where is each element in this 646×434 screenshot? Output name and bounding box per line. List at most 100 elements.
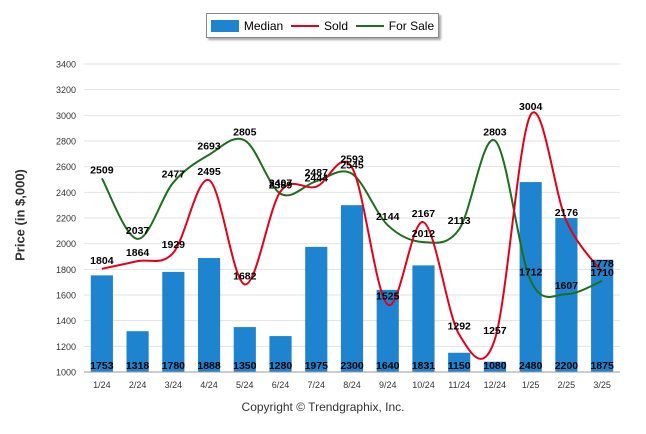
x-tick-label: 6/24: [272, 380, 290, 390]
median-bar: [483, 361, 507, 372]
x-tick-label: 1/24: [93, 380, 111, 390]
sold-value-label: 3004: [519, 101, 543, 113]
median-value-label: 2200: [555, 360, 579, 372]
x-tick-label: 3/24: [165, 380, 183, 390]
y-tick-label: 2400: [56, 188, 76, 198]
for-sale-value-label: 2113: [448, 215, 471, 227]
legend-label-for-sale: For Sale: [388, 18, 435, 33]
y-tick-label: 1200: [56, 342, 76, 352]
for-sale-value-label: 1607: [555, 280, 579, 292]
trend-lines: [100, 111, 603, 360]
for-sale-value-label: 2037: [126, 225, 150, 237]
y-tick-label: 3400: [56, 60, 76, 70]
legend-label-sold: Sold: [323, 18, 349, 33]
x-tick-label: 8/24: [343, 380, 361, 390]
sold-value-label: 1257: [483, 325, 507, 337]
sold-value-label: 2444: [305, 173, 329, 185]
median-bar: [519, 182, 542, 372]
median-value-label: 2480: [519, 360, 543, 372]
x-tick-label: 9/24: [379, 380, 397, 390]
median-value-label: 1780: [162, 360, 186, 372]
x-tick-label: 7/24: [308, 380, 326, 390]
x-tick-label: 1/25: [522, 380, 540, 390]
median-bar: [340, 205, 364, 372]
median-swatch: [210, 19, 239, 32]
copyright: Copyright © Trendgraphix, Inc.: [241, 400, 405, 414]
y-tick-label: 1800: [56, 265, 76, 275]
sold-value-label: 2176: [555, 207, 579, 219]
median-value-label: 2300: [340, 360, 364, 372]
median-bar: [269, 336, 292, 372]
median-value-label: 1975: [305, 360, 329, 372]
for-sale-value-label: 2012: [412, 228, 436, 240]
median-value-label: 1318: [126, 360, 150, 372]
median-value-label: 1640: [376, 360, 400, 372]
legend-item-sold[interactable]: Sold: [290, 18, 349, 33]
y-tick-label: 1000: [56, 368, 76, 378]
for-sale-value-label: 2389: [269, 180, 293, 192]
x-tick-label: 4/24: [200, 380, 218, 390]
median-bar: [591, 259, 614, 372]
median-bar: [412, 265, 435, 372]
y-tick-label: 2800: [56, 137, 76, 147]
legend-item-for-sale[interactable]: For Sale: [355, 18, 435, 33]
legend: Median Sold For Sale: [206, 13, 439, 38]
y-tick-label: 2000: [56, 239, 76, 249]
y-tick-label: 2600: [56, 162, 76, 172]
for-sale-value-label: 2477: [162, 168, 186, 180]
median-bar: [197, 258, 221, 372]
sold-value-label: 2495: [197, 166, 221, 178]
y-tick-label: 1400: [56, 316, 76, 326]
y-tick-label: 2200: [56, 214, 76, 224]
sold-value-label: 1864: [126, 247, 150, 259]
median-value-label: 1280: [269, 360, 293, 372]
for-sale-value-label: 2144: [376, 211, 400, 223]
for-sale-value-label: 2545: [340, 160, 364, 172]
x-tick-label: 2/25: [558, 380, 576, 390]
x-tick-label: 10/24: [412, 380, 435, 390]
x-tick-label: 3/25: [593, 380, 611, 390]
y-axis-label: Price (in $,000): [12, 169, 28, 261]
median-value-label: 1888: [197, 360, 221, 372]
y-tick-label: 3000: [56, 111, 76, 121]
median-bar: [448, 352, 471, 372]
sold-value-label: 1682: [233, 270, 257, 282]
sold-value-label: 1778: [590, 258, 614, 270]
sold-swatch: [290, 24, 319, 27]
data-labels: 1753 1318 1780 1888 1350 1280 1975 2300 1640 1831…: [90, 101, 614, 372]
legend-label-median: Median: [243, 18, 284, 33]
median-bar: [90, 275, 113, 372]
for-sale-value-label: 2803: [483, 127, 507, 139]
for-sale-value-label: 2805: [233, 126, 257, 138]
median-bar: [376, 289, 399, 372]
x-tick-label: 2/24: [129, 380, 147, 390]
median-value-label: 1875: [590, 360, 614, 372]
sold-line: [101, 111, 603, 360]
x-tick-label: 5/24: [236, 380, 254, 390]
median-bar: [126, 331, 149, 372]
sold-value-label: 2167: [412, 208, 436, 220]
for-sale-value-label: 2487: [305, 167, 329, 179]
y-tick-label: 3200: [56, 85, 76, 95]
median-value-label: 1150: [448, 360, 471, 372]
for-sale-value-label: 1710: [590, 267, 614, 279]
legend-item-median[interactable]: Median: [210, 18, 284, 33]
y-tick-label: 1600: [56, 291, 76, 301]
for-sale-swatch: [355, 24, 384, 27]
median-bar: [162, 271, 185, 372]
sold-value-label: 2593: [340, 154, 364, 166]
axes: 1000 1200 1400 1600 1800 2000 2200 2400 2600 2800…: [56, 60, 620, 390]
sold-value-label: 1292: [448, 321, 472, 333]
median-value-label: 1831: [412, 360, 436, 372]
for-sale-line: [100, 137, 603, 298]
x-tick-label: 11/24: [448, 380, 470, 390]
median-value-label: 1080: [483, 360, 507, 372]
sold-value-label: 1804: [90, 255, 114, 267]
for-sale-value-label: 2693: [197, 141, 221, 153]
sold-value-label: 2407: [269, 177, 293, 189]
x-tick-label: 12/24: [484, 380, 507, 390]
median-value-label: 1350: [233, 360, 257, 372]
for-sale-value-label: 2509: [90, 164, 114, 176]
median-bar: [305, 246, 328, 372]
